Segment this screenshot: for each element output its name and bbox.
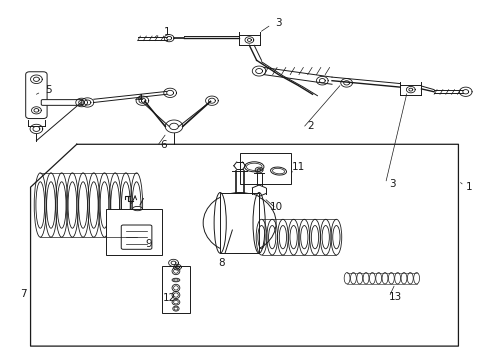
Text: 1: 1	[163, 27, 170, 37]
Text: 1: 1	[465, 182, 471, 192]
Text: 3: 3	[388, 179, 395, 189]
Bar	[239, 153, 290, 184]
Text: 10: 10	[269, 202, 282, 212]
Bar	[106, 208, 162, 255]
Text: 3: 3	[275, 18, 281, 28]
Text: 2: 2	[306, 121, 313, 131]
Text: 7: 7	[20, 289, 26, 299]
Text: 11: 11	[291, 162, 304, 172]
Polygon shape	[94, 91, 166, 103]
Text: 6: 6	[160, 140, 166, 150]
FancyBboxPatch shape	[121, 225, 152, 249]
FancyBboxPatch shape	[41, 100, 83, 105]
Text: 9: 9	[144, 239, 151, 249]
Text: 4: 4	[136, 94, 143, 104]
Text: 13: 13	[388, 292, 401, 302]
Bar	[162, 266, 190, 313]
Text: 5: 5	[45, 85, 52, 95]
Text: 8: 8	[218, 258, 224, 268]
FancyBboxPatch shape	[26, 72, 47, 118]
Bar	[220, 193, 259, 253]
Text: 12: 12	[162, 293, 175, 303]
